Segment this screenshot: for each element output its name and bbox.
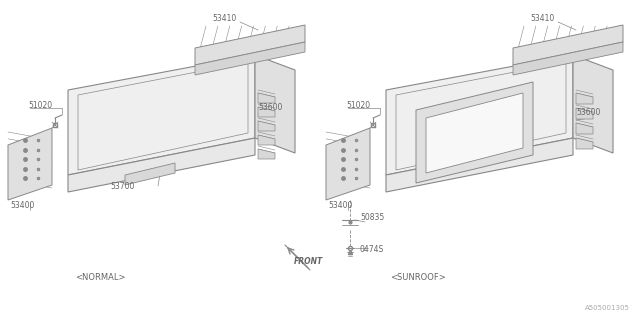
Polygon shape	[386, 55, 573, 175]
Polygon shape	[258, 121, 275, 131]
Polygon shape	[195, 25, 305, 65]
Polygon shape	[255, 55, 295, 153]
Polygon shape	[195, 42, 305, 75]
Text: A505001305: A505001305	[585, 305, 630, 311]
Polygon shape	[326, 128, 370, 200]
Polygon shape	[576, 123, 593, 134]
Polygon shape	[576, 93, 593, 104]
Polygon shape	[513, 25, 623, 65]
Text: 51020: 51020	[28, 100, 52, 109]
Text: <SUNROOF>: <SUNROOF>	[390, 274, 446, 283]
Polygon shape	[68, 138, 255, 192]
Text: <NORMAL>: <NORMAL>	[75, 274, 125, 283]
Polygon shape	[258, 107, 275, 117]
Polygon shape	[258, 149, 275, 159]
Text: 53400: 53400	[10, 201, 35, 210]
Polygon shape	[386, 138, 573, 192]
Text: 0474S: 0474S	[360, 245, 384, 254]
Text: 53410: 53410	[530, 13, 554, 22]
Text: 53600: 53600	[576, 108, 600, 116]
Polygon shape	[125, 163, 175, 185]
Text: FRONT: FRONT	[294, 258, 323, 267]
Polygon shape	[258, 93, 275, 103]
Polygon shape	[258, 135, 275, 145]
Polygon shape	[8, 128, 52, 200]
Polygon shape	[513, 42, 623, 75]
Polygon shape	[426, 93, 523, 173]
Text: 53410: 53410	[212, 13, 236, 22]
Polygon shape	[68, 55, 255, 175]
Polygon shape	[576, 138, 593, 149]
Text: 53600: 53600	[258, 102, 282, 111]
Text: 53400: 53400	[328, 201, 353, 210]
Text: 51020: 51020	[346, 100, 370, 109]
Text: 50835: 50835	[360, 213, 384, 222]
Polygon shape	[416, 82, 533, 183]
Polygon shape	[573, 55, 613, 153]
Polygon shape	[576, 108, 593, 119]
Text: 53700: 53700	[110, 181, 134, 190]
